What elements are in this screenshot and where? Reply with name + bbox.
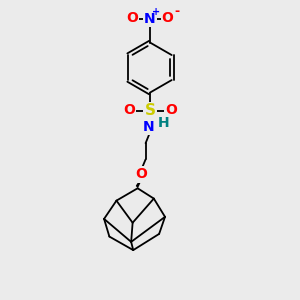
Text: -: - [174, 5, 179, 18]
Text: O: O [123, 103, 135, 117]
Text: +: + [152, 7, 160, 16]
Text: N: N [144, 12, 156, 26]
Text: O: O [162, 11, 174, 26]
Text: H: H [158, 116, 169, 130]
Text: O: O [135, 167, 147, 182]
Text: N: N [143, 120, 154, 134]
Text: S: S [145, 103, 155, 118]
Text: O: O [126, 11, 138, 26]
Text: O: O [165, 103, 177, 117]
